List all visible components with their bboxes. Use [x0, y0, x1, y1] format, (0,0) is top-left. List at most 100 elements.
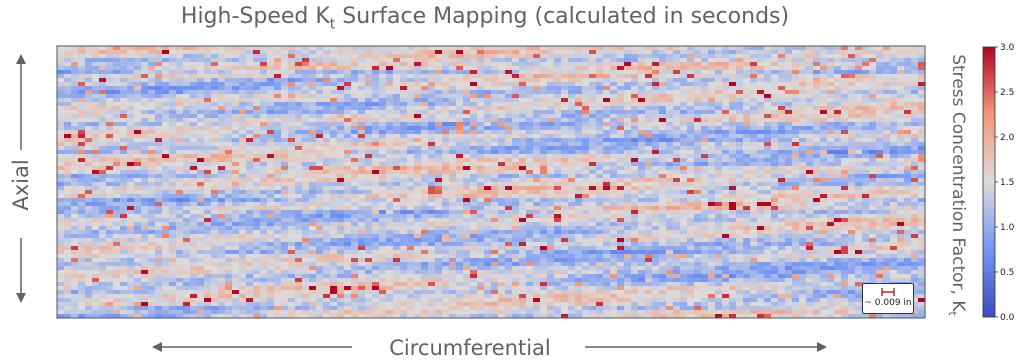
heatmap-cell [148, 162, 156, 167]
heatmap-cell [708, 70, 716, 75]
heatmap-cell [890, 90, 898, 95]
heatmap-cell [687, 62, 695, 67]
heatmap-cell [288, 54, 296, 59]
heatmap-cell [204, 174, 212, 179]
heatmap-cell [666, 202, 674, 207]
heatmap-cell [393, 86, 401, 91]
heatmap-cell [680, 94, 688, 99]
heatmap-cell [561, 90, 569, 95]
heatmap-cell [414, 106, 422, 111]
heatmap-cell [253, 154, 261, 159]
heatmap-cell [148, 78, 156, 83]
heatmap-cell [435, 150, 443, 155]
heatmap-cell [379, 106, 387, 111]
heatmap-cell [869, 150, 877, 155]
heatmap-cell [757, 70, 765, 75]
heatmap-cell [106, 130, 114, 135]
heatmap-cell [99, 122, 107, 127]
heatmap-cell [638, 162, 646, 167]
heatmap-cell [596, 182, 604, 187]
heatmap-cell [120, 138, 128, 143]
heatmap-cell [365, 86, 373, 91]
heatmap-cell [743, 134, 751, 139]
heatmap-cell [610, 62, 618, 67]
heatmap-cell [792, 202, 800, 207]
heatmap-cell [603, 62, 611, 67]
heatmap-cell [190, 178, 198, 183]
heatmap-cell [281, 70, 289, 75]
heatmap-cell [701, 158, 709, 163]
heatmap-cell [638, 150, 646, 155]
heatmap-cell [155, 94, 163, 99]
heatmap-cell [99, 198, 107, 203]
heatmap-cell [127, 74, 135, 79]
heatmap-cell [638, 202, 646, 207]
heatmap-cell [197, 170, 205, 175]
heatmap-cell [652, 66, 660, 71]
heatmap-cell [841, 178, 849, 183]
heatmap-cell [218, 186, 226, 191]
heatmap-cell [855, 166, 863, 171]
heatmap-cell [253, 94, 261, 99]
heatmap-cell [813, 134, 821, 139]
heatmap-cell [610, 58, 618, 63]
heatmap-cell [253, 118, 261, 123]
heatmap-cell [722, 162, 730, 167]
heatmap-cell [134, 90, 142, 95]
heatmap-cell [904, 150, 912, 155]
heatmap-cell [848, 178, 856, 183]
heatmap-cell [785, 106, 793, 111]
heatmap-cell [722, 190, 730, 195]
heatmap-cell [197, 146, 205, 151]
heatmap-cell [162, 102, 170, 107]
heatmap-cell [645, 46, 653, 51]
heatmap-cell [533, 66, 541, 71]
heatmap-cell [365, 90, 373, 95]
heatmap-cell [57, 122, 65, 127]
heatmap-cell [253, 106, 261, 111]
heatmap-cell [204, 62, 212, 67]
heatmap-cell [596, 110, 604, 115]
heatmap-cell [820, 178, 828, 183]
heatmap-cell [540, 102, 548, 107]
heatmap-cell [267, 46, 275, 51]
heatmap-cell [106, 126, 114, 131]
heatmap-cell [904, 130, 912, 135]
heatmap-cell [155, 170, 163, 175]
heatmap-cell [127, 114, 135, 119]
heatmap-cell [519, 114, 527, 119]
heatmap-cell [232, 194, 240, 199]
heatmap-cell [694, 190, 702, 195]
heatmap-cell [666, 110, 674, 115]
heatmap-cell [386, 154, 394, 159]
heatmap-cell [778, 190, 786, 195]
heatmap-cell [400, 174, 408, 179]
heatmap-cell [554, 134, 562, 139]
heatmap-cell [603, 90, 611, 95]
heatmap-cell [442, 194, 450, 199]
heatmap-cell [246, 166, 254, 171]
heatmap-cell [533, 194, 541, 199]
heatmap-cell [869, 194, 877, 199]
heatmap-cell [190, 198, 198, 203]
heatmap-cell [106, 90, 114, 95]
heatmap-cell [449, 150, 457, 155]
heatmap-cell [99, 106, 107, 111]
heatmap-cell [288, 146, 296, 151]
heatmap-cell [323, 74, 331, 79]
heatmap-cell [792, 178, 800, 183]
heatmap-cell [64, 178, 72, 183]
heatmap-cell [225, 74, 233, 79]
heatmap-cell [827, 114, 835, 119]
heatmap-cell [407, 102, 415, 107]
heatmap-cell [659, 190, 667, 195]
heatmap-cell [491, 106, 499, 111]
heatmap-cell [442, 142, 450, 147]
heatmap-cell [617, 142, 625, 147]
heatmap-cell [869, 182, 877, 187]
heatmap-cell [862, 86, 870, 91]
heatmap-cell [232, 70, 240, 75]
heatmap-cell [162, 166, 170, 171]
heatmap-cell [806, 102, 814, 107]
heatmap-cell [316, 194, 324, 199]
